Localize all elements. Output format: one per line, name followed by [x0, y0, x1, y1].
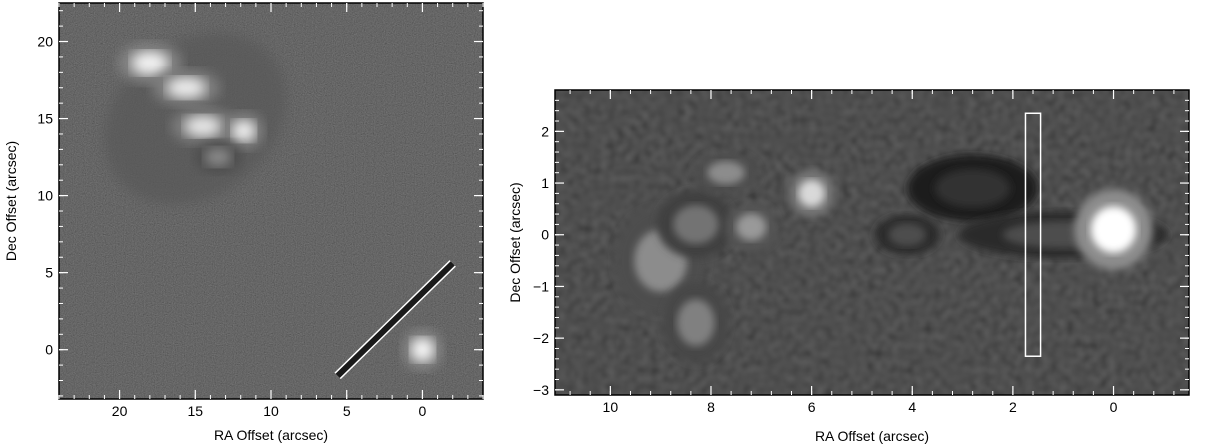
- source-knot: [934, 168, 1011, 208]
- left-image-panel: 20 15 10 5 0 0 5 10 15 20 RA Offset (arcsec) Dec Of…: [3, 2, 484, 443]
- y-axis-title: Dec Offset (arcsec): [3, 141, 19, 261]
- y-tick-label: 5: [45, 265, 53, 281]
- x-tick-label: 5: [343, 403, 351, 419]
- y-tick-label: 1: [541, 175, 549, 191]
- source-knot: [166, 77, 206, 99]
- source-knot: [798, 179, 825, 207]
- x-tick-label: 20: [112, 403, 128, 419]
- y-tick-label: 15: [37, 111, 53, 127]
- source-knot: [677, 299, 715, 346]
- source-knot: [411, 338, 434, 362]
- y-tick-label: −1: [533, 278, 549, 294]
- x-tick-label: 2: [1009, 399, 1017, 415]
- source-knot: [232, 120, 256, 142]
- source-knot: [204, 147, 232, 167]
- source-knot: [736, 213, 767, 241]
- y-axis-title: Dec Offset (arcsec): [507, 182, 523, 302]
- y-tick-label: 10: [37, 188, 53, 204]
- source-knot: [184, 115, 222, 137]
- x-tick-label: 15: [187, 403, 203, 419]
- x-tick-label: 10: [263, 403, 279, 419]
- source-knot: [673, 205, 719, 244]
- x-tick-label: 10: [603, 399, 619, 415]
- y-tick-label: 20: [37, 34, 53, 50]
- x-tick-label: 8: [707, 399, 715, 415]
- x-tick-label: 4: [908, 399, 916, 415]
- y-tick-label: 2: [541, 123, 549, 139]
- x-tick-label: 0: [1110, 399, 1118, 415]
- slit-interior: [335, 261, 455, 379]
- slit-box: [1024, 112, 1042, 357]
- source-knot: [888, 223, 927, 247]
- y-tick-label: −3: [533, 382, 549, 398]
- source-knot: [1090, 206, 1137, 253]
- source-knot: [131, 51, 169, 75]
- x-tick-label: 0: [419, 403, 427, 419]
- emission-layer: [614, 112, 1168, 363]
- source-knot: [707, 161, 745, 185]
- y-tick-label: 0: [45, 342, 53, 358]
- x-tick-label: 6: [808, 399, 816, 415]
- y-tick-label: −2: [533, 330, 549, 346]
- y-tick-label: 0: [541, 227, 549, 243]
- emission-layer: [104, 32, 456, 380]
- x-axis-title: RA Offset (arcsec): [815, 428, 929, 444]
- x-axis-title: RA Offset (arcsec): [214, 427, 328, 443]
